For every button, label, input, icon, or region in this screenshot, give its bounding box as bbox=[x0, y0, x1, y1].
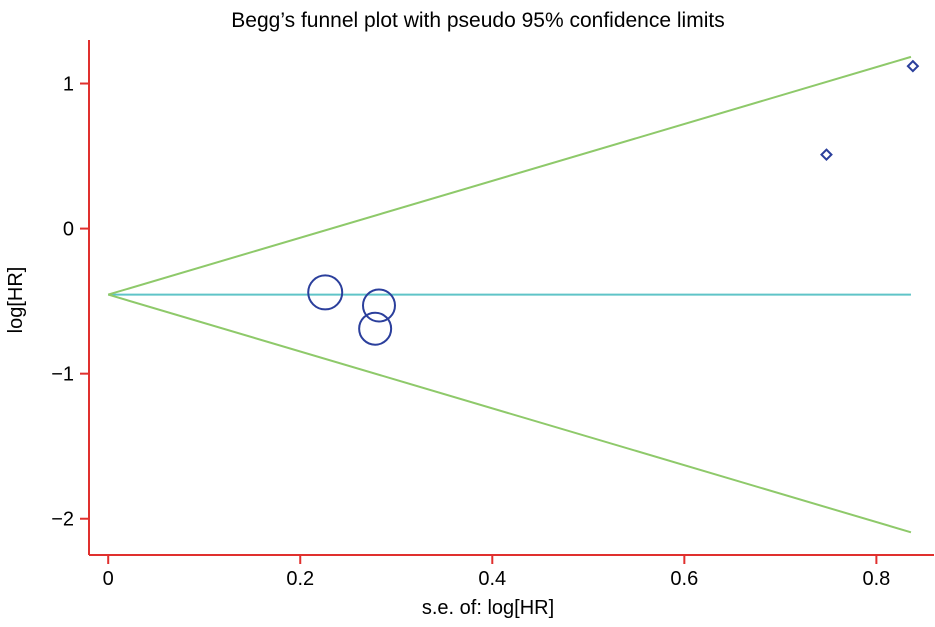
y-tick-label: −1 bbox=[51, 364, 74, 386]
chart-title: Begg’s funnel plot with pseudo 95% confi… bbox=[231, 9, 724, 32]
study-marker bbox=[307, 274, 344, 311]
x-axis-label: s.e. of: log[HR] bbox=[422, 597, 554, 619]
plot-area bbox=[107, 55, 920, 534]
study-marker bbox=[906, 59, 920, 73]
x-axis: 0 0.2 0.4 0.6 0.8 bbox=[89, 554, 934, 590]
x-tick-label: 0.8 bbox=[862, 568, 890, 590]
x-tick-label: 0 bbox=[103, 568, 114, 590]
x-tick-label: 0.2 bbox=[286, 568, 314, 590]
lower-confidence-limit bbox=[107, 293, 912, 534]
x-tick-label: 0.4 bbox=[478, 568, 506, 590]
upper-confidence-limit bbox=[107, 55, 912, 296]
study-marker bbox=[820, 148, 833, 162]
x-tick-label: 0.6 bbox=[670, 568, 698, 590]
y-tick-label: 0 bbox=[63, 219, 74, 241]
study-marker bbox=[358, 311, 393, 346]
study-marker bbox=[361, 288, 396, 323]
y-axis: 1 0 −1 −2 bbox=[51, 40, 90, 555]
y-axis-label: log[HR] bbox=[5, 267, 27, 334]
y-tick-label: −2 bbox=[51, 509, 74, 531]
y-tick-label: 1 bbox=[63, 74, 74, 96]
